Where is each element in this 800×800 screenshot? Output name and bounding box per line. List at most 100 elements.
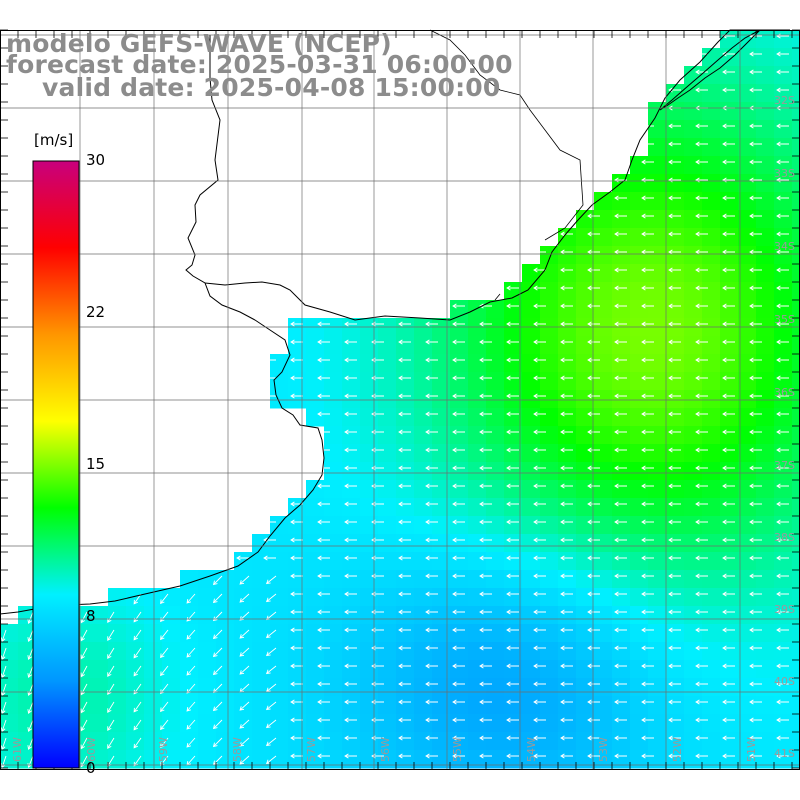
wind-arrow [776, 429, 789, 435]
wind-arrow [776, 519, 789, 525]
wind-speed-cell [378, 426, 397, 445]
wind-speed-cell [522, 444, 541, 463]
wind-speed-cell [666, 480, 685, 499]
wind-arrow [614, 627, 627, 633]
wind-speed-cell [414, 552, 433, 571]
wind-speed-cell [792, 678, 800, 697]
wind-arrow [668, 447, 681, 453]
wind-speed-cell [540, 300, 559, 319]
wind-speed-cell [126, 660, 145, 679]
wind-speed-cell [702, 300, 721, 319]
wind-speed-cell [252, 714, 271, 733]
wind-arrow [290, 681, 303, 687]
wind-arrow [27, 611, 34, 624]
wind-arrow [776, 663, 789, 669]
wind-speed-cell [594, 660, 613, 679]
wind-arrow [560, 573, 573, 579]
wind-arrow [695, 681, 708, 687]
wind-speed-cell [738, 372, 757, 391]
wind-arrow [479, 753, 492, 759]
wind-arrow [425, 627, 438, 633]
wind-arrow [80, 719, 88, 732]
wind-speed-cell [738, 570, 757, 589]
wind-speed-cell [522, 606, 541, 625]
wind-arrow [560, 375, 573, 381]
wind-speed-cell [450, 678, 469, 697]
wind-arrow [776, 285, 789, 291]
wind-speed-cell [342, 696, 361, 715]
wind-speed-cell [756, 480, 775, 499]
wind-speed-cell [738, 696, 757, 715]
colorbar [32, 160, 80, 769]
wind-arrow [425, 321, 438, 327]
wind-arrow [133, 629, 142, 641]
wind-speed-cell [378, 642, 397, 661]
wind-speed-cell [792, 174, 800, 193]
wind-speed-cell [774, 48, 793, 67]
wind-arrow [290, 627, 303, 633]
wind-speed-cell [180, 732, 199, 751]
wind-speed-cell [396, 660, 415, 679]
wind-speed-cell [720, 624, 739, 643]
wind-speed-cell [792, 732, 800, 751]
wind-arrow [290, 537, 303, 543]
wind-arrow [641, 555, 654, 561]
wind-speed-cell [720, 354, 739, 373]
wind-speed-cell [90, 624, 109, 643]
wind-speed-cell [360, 660, 379, 679]
wind-speed-cell [684, 732, 703, 751]
wind-arrow [186, 737, 196, 748]
wind-speed-cell [684, 174, 703, 193]
wind-speed-cell [738, 156, 757, 175]
coastline-uruguay-brazil [204, 29, 790, 321]
wind-arrow [479, 447, 492, 453]
wind-speed-cell [522, 462, 541, 481]
wind-speed-cell [360, 516, 379, 535]
wind-speed-cell [468, 678, 487, 697]
wind-speed-cell [342, 678, 361, 697]
wind-speed-cell [720, 714, 739, 733]
wind-arrow [263, 375, 276, 381]
wind-speed-cell [702, 678, 721, 697]
wind-arrow [290, 393, 303, 399]
wind-arrow [614, 537, 627, 543]
wind-speed-cell [252, 678, 271, 697]
wind-speed-cell [738, 408, 757, 427]
wind-speed-cell [450, 642, 469, 661]
wind-arrow [344, 537, 357, 543]
wind-arrow [425, 699, 438, 705]
wind-arrow [236, 555, 249, 561]
wind-speed-cell [360, 624, 379, 643]
wind-speed-cell [396, 624, 415, 643]
wind-speed-cell [342, 642, 361, 661]
wind-arrow [80, 701, 88, 714]
wind-speed-cell [702, 156, 721, 175]
wind-arrow [695, 123, 708, 129]
wind-speed-cell [468, 588, 487, 607]
wind-arrow [212, 593, 223, 604]
wind-speed-cell [522, 696, 541, 715]
wind-arrow [533, 375, 546, 381]
wind-speed-cell [414, 714, 433, 733]
wind-speed-cell [756, 84, 775, 103]
wind-speed-cell [522, 552, 541, 571]
wind-arrow [344, 573, 357, 579]
wind-arrow [398, 753, 411, 759]
lon-label: 58W [231, 737, 244, 762]
wind-speed-cell [486, 426, 505, 445]
wind-arrow [27, 629, 34, 642]
wind-speed-cell [450, 570, 469, 589]
wind-arrow [398, 645, 411, 651]
wind-speed-cell [756, 678, 775, 697]
wind-speed-cell [360, 678, 379, 697]
wind-arrow [452, 627, 465, 633]
wind-arrow [317, 375, 330, 381]
wind-arrow [317, 447, 330, 453]
wind-speed-cell [792, 624, 800, 643]
wind-speed-cell [522, 426, 541, 445]
wind-speed-cell [234, 660, 253, 679]
wind-speed-cell [288, 714, 307, 733]
wind-arrow [776, 249, 789, 255]
wind-arrow [560, 483, 573, 489]
wind-arrow [587, 537, 600, 543]
